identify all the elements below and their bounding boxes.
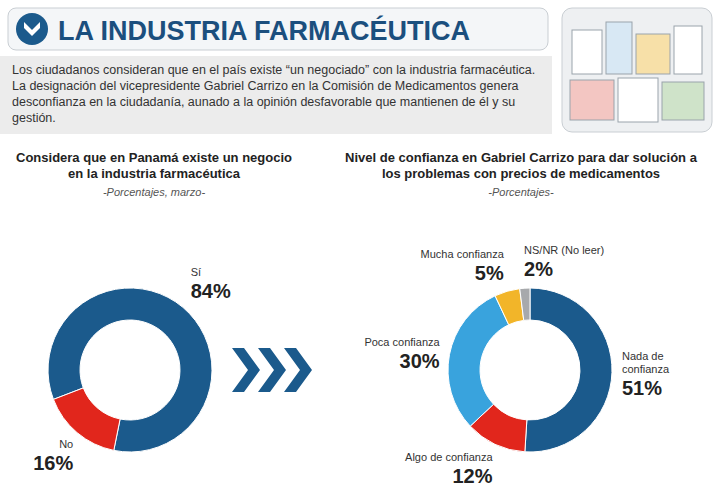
- text-line: gestión.: [12, 111, 56, 125]
- text-line: Los ciudadanos consideran que en el país…: [12, 63, 535, 77]
- text-line: No: [59, 438, 73, 450]
- label-category: No: [59, 438, 73, 450]
- label-category: NS/NR (No leer): [524, 244, 604, 256]
- data-label: Mucha confianza 5%: [421, 248, 505, 284]
- text-line: Algo de confianza: [405, 451, 493, 463]
- title-box: [8, 8, 548, 50]
- chart-title: Considera que en Panamá existe un negoci…: [16, 150, 292, 181]
- intro-text: Los ciudadanos consideran que en el país…: [12, 63, 535, 125]
- data-label: Poca confianza 30%: [364, 336, 440, 372]
- chart-subtitle: -Porcentajes-: [488, 186, 554, 198]
- chart-panel: Considera que en Panamá existe un negoci…: [16, 150, 292, 474]
- medicine-box: [570, 80, 614, 120]
- slice: [495, 289, 524, 325]
- label-value: 5%: [475, 262, 504, 284]
- slices: [448, 288, 612, 452]
- title-icon: [16, 13, 48, 45]
- label-value: 12%: [453, 465, 493, 487]
- chart-panel: Nivel de confianza en Gabriel Carrizo pa…: [345, 150, 698, 487]
- chart-title: Nivel de confianza en Gabriel Carrizo pa…: [345, 150, 698, 181]
- medicine-box: [636, 34, 670, 74]
- medicine-box: [618, 78, 658, 122]
- text-line: Nada de: [622, 350, 664, 362]
- medicine-box: [572, 30, 602, 74]
- text-line: Mucha confianza: [421, 248, 505, 260]
- medicine-box: [606, 22, 632, 74]
- arrows: [232, 348, 312, 392]
- infographic: LA INDUSTRIA FARMACÉUTICA Los ciudadanos …: [0, 0, 720, 500]
- label-category: Nada deconfianza: [622, 350, 670, 375]
- intro-background: [0, 56, 552, 134]
- chevron: [284, 348, 312, 392]
- medicine-box: [662, 82, 704, 120]
- label-value: 30%: [400, 350, 440, 372]
- text-line: Considera que en Panamá existe un negoci…: [16, 150, 292, 165]
- label-category: Poca confianza: [364, 336, 440, 348]
- label-value: 16%: [33, 452, 73, 474]
- title-icon-shape: [24, 22, 40, 36]
- chevron: [232, 348, 260, 392]
- text-line: Poca confianza: [364, 336, 440, 348]
- label-category: Mucha confianza: [421, 248, 505, 260]
- label-value: 51%: [622, 377, 662, 399]
- photo-frame: [562, 8, 712, 132]
- text-line: La designación del vicepresidente Gabrie…: [12, 79, 519, 93]
- chevron: [258, 348, 286, 392]
- label-category: Sí: [191, 266, 201, 278]
- label-category: Algo de confianza: [405, 451, 493, 463]
- text-line: desconfianza en la ciudadanía, aunado a …: [12, 95, 515, 109]
- label-value: 84%: [191, 280, 231, 302]
- slice: [48, 288, 212, 452]
- slice: [53, 388, 120, 450]
- text-line: los problemas con precios de medicamento…: [382, 166, 660, 181]
- data-label: Sí 84%: [191, 266, 231, 302]
- text-line: en la industria farmacéutica: [68, 166, 241, 181]
- page-title: LA INDUSTRIA FARMACÉUTICA: [58, 15, 470, 46]
- medicine-box: [674, 26, 702, 74]
- text-line: Nivel de confianza en Gabriel Carrizo pa…: [345, 150, 698, 165]
- slices: [48, 288, 212, 452]
- data-label: No 16%: [33, 438, 73, 474]
- data-label: Algo de confianza 12%: [405, 451, 493, 487]
- label-value: 2%: [524, 258, 553, 280]
- chart-subtitle: -Porcentajes, marzo-: [103, 186, 205, 198]
- text-line: NS/NR (No leer): [524, 244, 604, 256]
- text-line: confianza: [622, 363, 670, 375]
- data-label: NS/NR (No leer) 2%: [524, 244, 604, 280]
- slice: [520, 288, 530, 320]
- photo: [562, 8, 712, 132]
- data-label: Nada deconfianza51%: [622, 350, 670, 399]
- slice: [525, 288, 612, 452]
- slice: [448, 296, 509, 426]
- text-line: Sí: [191, 266, 201, 278]
